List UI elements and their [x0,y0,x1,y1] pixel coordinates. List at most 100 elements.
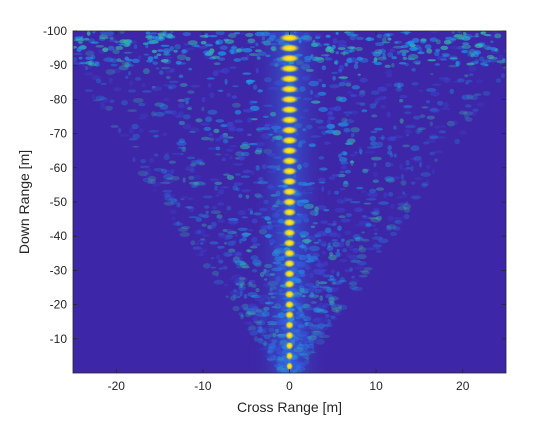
speckle [207,147,216,151]
speckle [381,41,391,44]
peak-point [285,361,294,371]
speckle [227,230,238,235]
speckle [332,38,338,44]
x-tick-label: 0 [286,379,293,393]
speckle [435,39,441,45]
speckle [365,198,377,201]
speckle [144,35,155,39]
speckle [500,73,506,78]
speckle [235,283,246,286]
speckle [402,191,406,195]
speckle [178,120,186,126]
speckle [373,101,379,106]
peak-point [280,125,299,135]
speckle [442,55,450,58]
speckle [413,115,421,120]
speckle [201,223,207,227]
x-axis-label: Cross Range [m] [237,399,342,415]
speckle [145,34,153,39]
speckle [237,155,245,161]
speckle [241,216,248,219]
speckle [142,177,152,183]
speckle [168,84,177,89]
speckle [118,65,129,71]
speckle [226,121,234,127]
speckle [339,188,346,191]
speckle [239,238,243,244]
speckle [182,177,186,183]
speckle [214,181,223,185]
speckle [386,33,390,37]
speckle [176,202,181,208]
speckle [350,127,360,133]
speckle [335,310,340,314]
speckle [379,236,384,240]
speckle [239,262,247,266]
speckle [428,133,438,139]
speckle [415,62,421,65]
speckle [386,162,394,167]
speckle [328,303,340,307]
speckle [518,43,528,46]
speckle [231,95,238,99]
speckle [239,283,244,289]
peak-point [285,351,294,361]
speckle [396,51,401,55]
speckle [358,146,362,152]
speckle [335,252,343,257]
speckle [100,101,105,106]
speckle [346,57,353,64]
speckle [239,143,251,150]
speckle [329,251,334,257]
speckle [185,99,189,105]
speckle [223,241,228,245]
speckle [404,31,410,35]
speckle [152,189,157,192]
speckle [162,132,168,137]
speckle [178,103,185,109]
speckle [343,31,351,34]
speckle [215,153,222,156]
speckle [205,210,209,214]
speckle [227,217,239,222]
speckle [94,61,100,67]
speckle [163,84,171,87]
speckle [465,81,469,85]
speckle [212,71,219,77]
speckle [457,37,465,40]
speckle [376,141,384,148]
speckle [160,168,168,174]
speckle [370,130,378,133]
speckle [219,134,229,140]
speckle [241,237,247,242]
speckle [168,160,176,164]
speckle [168,86,173,90]
y-axis-label: Down Range [m] [16,150,32,254]
speckle [465,79,473,83]
speckle [124,63,135,68]
speckle [189,130,196,134]
speckle [207,225,215,230]
speckle [410,145,420,152]
speckle [127,109,138,113]
peak-point [281,167,298,176]
speckle [387,145,393,151]
speckle [233,289,238,293]
speckle [148,175,157,182]
speckle [73,45,78,49]
speckle [215,40,220,45]
speckle [86,66,93,70]
speckle [327,278,337,282]
speckle [400,45,409,49]
speckle [378,240,386,243]
speckle [344,169,351,174]
speckle [171,216,176,220]
speckle [99,34,108,39]
speckle [462,33,473,39]
speckle [347,239,355,242]
speckle [78,56,83,60]
speckle [235,187,240,192]
speckle [243,293,248,299]
speckle [171,152,183,156]
speckle [406,166,412,170]
